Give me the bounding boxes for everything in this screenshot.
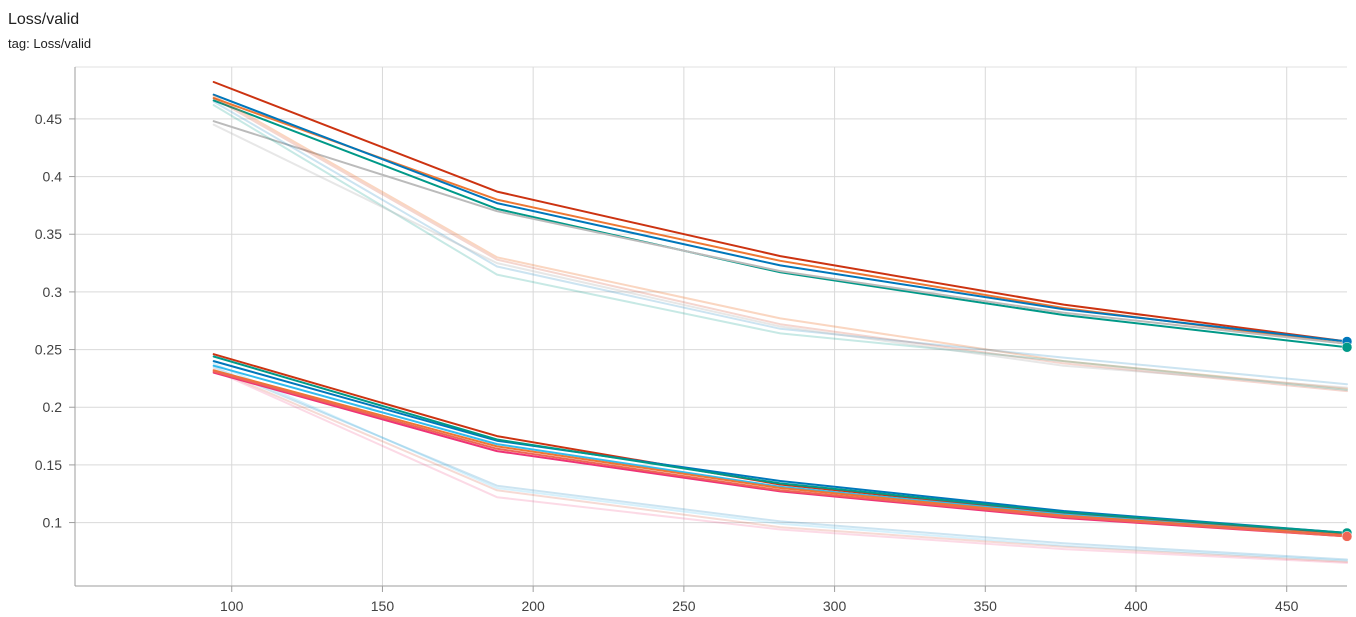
y-tick-label: 0.25 bbox=[35, 342, 62, 358]
axes bbox=[69, 67, 1347, 592]
grid bbox=[75, 66, 1347, 586]
x-tick-label: 200 bbox=[521, 598, 545, 614]
series-line-6 bbox=[212, 94, 1348, 390]
series-line-14 bbox=[212, 362, 1348, 562]
series-markers bbox=[1341, 336, 1353, 542]
series-line-8 bbox=[212, 100, 1348, 386]
series-line-2 bbox=[212, 97, 1348, 345]
y-tick-label: 0.2 bbox=[43, 399, 63, 415]
x-tick-label: 350 bbox=[974, 598, 998, 614]
series-line-12 bbox=[212, 369, 1348, 564]
series-line-15 bbox=[212, 353, 1348, 536]
x-tick-labels: 100 150 200 250 300 350 400 450 bbox=[220, 598, 1299, 614]
chart-tag: tag: Loss/valid bbox=[8, 36, 91, 51]
series-line-13 bbox=[212, 368, 1348, 563]
x-tick-label: 100 bbox=[220, 598, 244, 614]
x-tick-label: 150 bbox=[371, 598, 395, 614]
y-tick-label: 0.4 bbox=[43, 169, 63, 185]
series-lines bbox=[212, 81, 1348, 564]
y-tick-label: 0.1 bbox=[43, 515, 63, 531]
x-tick-label: 450 bbox=[1275, 598, 1299, 614]
series-line-5 bbox=[212, 120, 1348, 345]
series-line-19 bbox=[212, 369, 1348, 537]
x-tick-label: 250 bbox=[672, 598, 696, 614]
y-tick-label: 0.15 bbox=[35, 457, 62, 473]
tag-prefix: tag: bbox=[8, 36, 30, 51]
series-end-marker-4 bbox=[1341, 342, 1353, 353]
series-line-3 bbox=[212, 93, 1348, 343]
tag-value: Loss/valid bbox=[33, 36, 92, 51]
series-line-10 bbox=[212, 123, 1348, 389]
y-tick-label: 0.3 bbox=[43, 284, 63, 300]
series-line-9 bbox=[212, 104, 1348, 391]
x-tick-label: 300 bbox=[823, 598, 847, 614]
x-tick-label: 400 bbox=[1124, 598, 1148, 614]
series-line-11 bbox=[212, 365, 1348, 561]
series-end-marker-21 bbox=[1341, 531, 1353, 542]
chart-title: Loss/valid bbox=[8, 11, 80, 28]
series-line-20 bbox=[212, 371, 1348, 538]
series-line-7 bbox=[212, 97, 1348, 393]
series-line-17 bbox=[212, 355, 1348, 534]
y-tick-label: 0.45 bbox=[35, 111, 62, 127]
series-line-1 bbox=[212, 81, 1348, 343]
series-line-4 bbox=[212, 99, 1348, 349]
y-tick-labels: 0.1 0.15 0.2 0.25 0.3 0.35 0.4 0.45 bbox=[35, 111, 62, 531]
series-line-21 bbox=[212, 370, 1348, 538]
y-tick-label: 0.35 bbox=[35, 226, 62, 242]
series-line-18 bbox=[212, 364, 1348, 537]
